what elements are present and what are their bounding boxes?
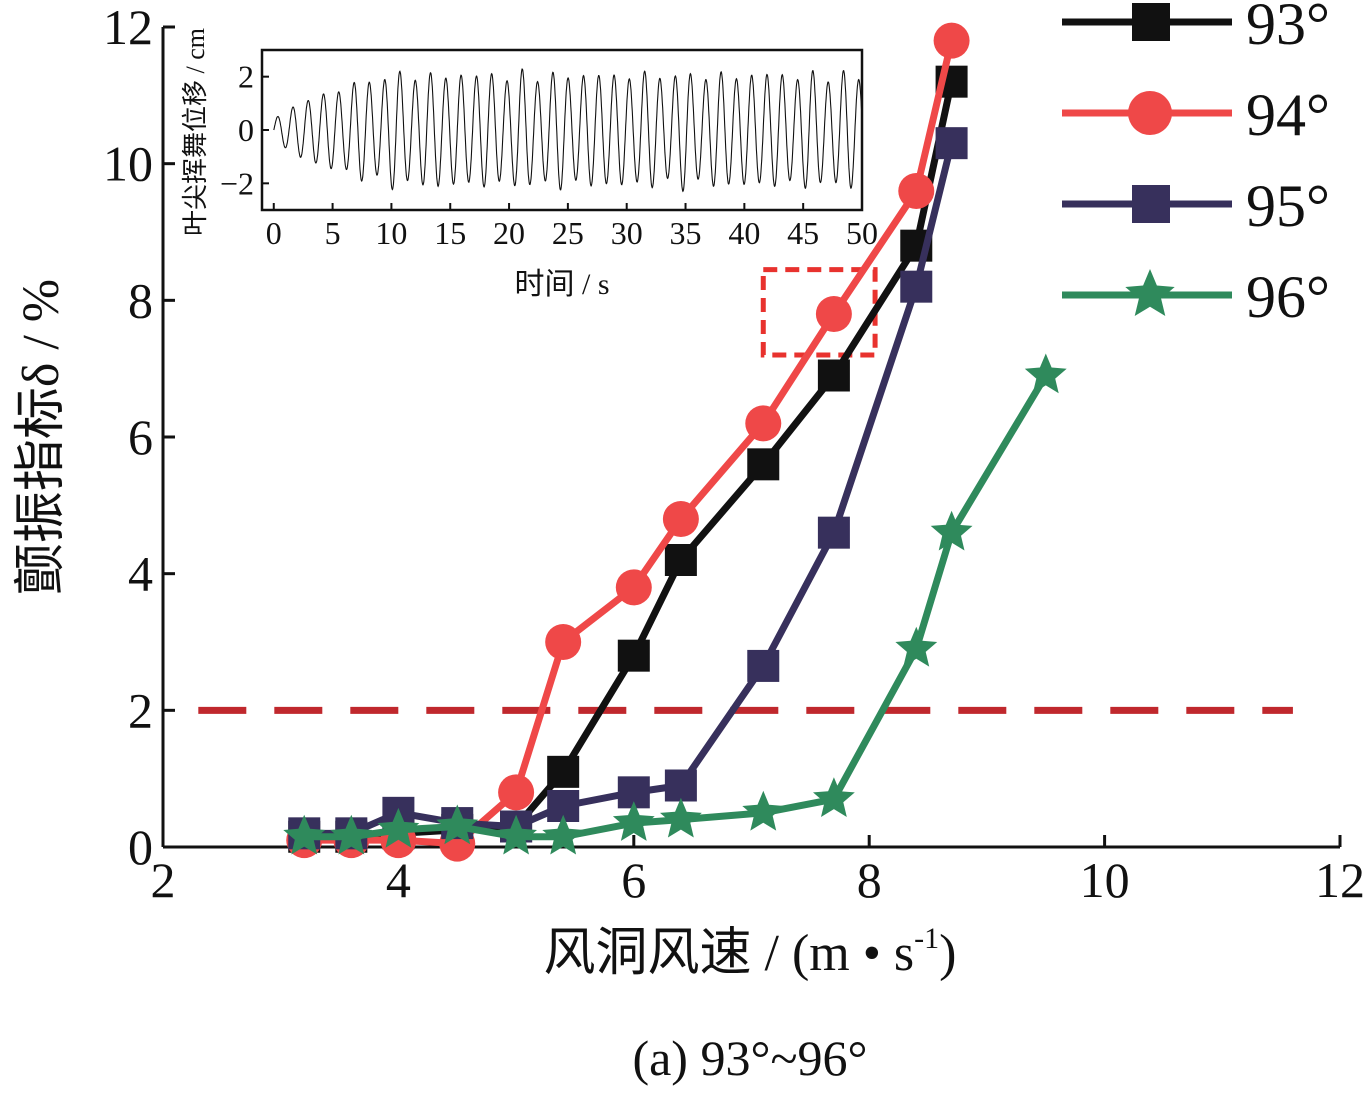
data-point: [330, 814, 373, 855]
inset-y-tick-label: 2: [238, 59, 254, 95]
data-point: [617, 639, 650, 672]
data-point: [817, 516, 850, 549]
series-3: [283, 353, 1067, 855]
data-point: [495, 814, 537, 855]
inset-x-tick-label: 35: [670, 215, 702, 251]
x-axis-title-close: ): [939, 925, 956, 982]
data-point: [547, 755, 580, 788]
y-tick-label: 12: [103, 0, 153, 55]
data-point: [900, 270, 933, 303]
data-point: [933, 22, 970, 59]
x-axis-title-sup: -1: [914, 922, 939, 955]
data-point: [545, 624, 582, 660]
inset-x-tick-label: 40: [728, 215, 760, 251]
inset-x-axis-title: 时间 / s: [514, 268, 609, 301]
data-point: [1024, 353, 1067, 394]
inset-x-tick-label: 15: [434, 215, 466, 251]
data-point: [612, 801, 655, 841]
x-tick-label: 2: [151, 852, 176, 908]
inset-frame: [260, 48, 864, 212]
inset-x-tick-label: 30: [611, 215, 643, 251]
y-tick-label: 4: [128, 546, 153, 602]
legend-label: 93°: [1246, 0, 1330, 57]
inset-x-tick-label: 5: [325, 215, 341, 251]
inset-x-tick-label: 0: [266, 215, 282, 251]
data-point: [898, 173, 935, 209]
data-point: [747, 649, 780, 682]
data-point: [664, 544, 697, 576]
y-tick-label: 0: [128, 819, 153, 875]
inset-x-tick-label: 50: [846, 215, 878, 251]
data-point: [815, 296, 852, 332]
y-tick-label: 6: [128, 409, 153, 465]
inset-x-tick-label: 10: [375, 215, 407, 251]
inset-x-tick-label: 25: [552, 215, 584, 251]
inset-y-tick-label: −2: [220, 165, 254, 201]
data-point: [615, 569, 652, 606]
data-point: [930, 510, 973, 551]
data-point: [817, 359, 850, 392]
y-tick-label: 10: [103, 136, 153, 192]
data-point: [895, 626, 938, 667]
x-tick-label: 12: [1315, 852, 1365, 908]
legend-marker: [1128, 91, 1172, 135]
data-point: [542, 814, 585, 855]
x-tick-label: 6: [621, 852, 646, 908]
data-point: [935, 127, 968, 160]
series-line: [304, 373, 1049, 841]
y-axis-title: 颤振指标δ / %: [13, 279, 70, 595]
inset-y-tick-label: 0: [238, 112, 254, 148]
inset-y-axis-title: 叶尖挥舞位移 / cm: [181, 28, 210, 236]
legend-label: 95°: [1246, 173, 1330, 239]
data-point: [745, 405, 782, 442]
inset-x-tick-label: 20: [493, 215, 525, 251]
inset-chart: 0 5 10 15 20 25 30 35 40 45 50 −2 0 2 时间 / s 叶尖挥舞位移 / c…: [181, 28, 878, 301]
legend-marker: [1125, 269, 1175, 316]
y-tick-label: 8: [128, 272, 153, 328]
data-point: [436, 804, 479, 845]
legend-label: 96°: [1246, 264, 1330, 330]
data-point: [742, 790, 785, 831]
data-point: [662, 501, 699, 537]
data-point: [747, 448, 780, 481]
inset-signal: [273, 68, 863, 193]
legend-label: 94°: [1246, 82, 1330, 148]
data-point: [664, 769, 697, 802]
x-tick-label: 8: [857, 852, 882, 908]
x-tick-label: 10: [1080, 852, 1130, 908]
data-point: [498, 774, 535, 811]
legend: 93° 94° 95° 96°: [1062, 0, 1330, 330]
legend-marker: [1132, 3, 1170, 41]
data-point: [813, 777, 855, 817]
data-point: [660, 797, 702, 838]
x-axis-title-main: 风洞风速 / (m • s: [544, 925, 915, 982]
x-axis-title: 风洞风速 / (m • s-1): [544, 922, 957, 982]
legend-marker: [1132, 185, 1170, 223]
x-tick-label: 4: [386, 852, 411, 908]
data-point: [377, 807, 420, 848]
y-tick-label: 2: [128, 682, 153, 738]
figure-caption: (a) 93°~96°: [632, 1030, 867, 1086]
inset-x-tick-label: 45: [787, 215, 819, 251]
data-point: [283, 814, 326, 855]
